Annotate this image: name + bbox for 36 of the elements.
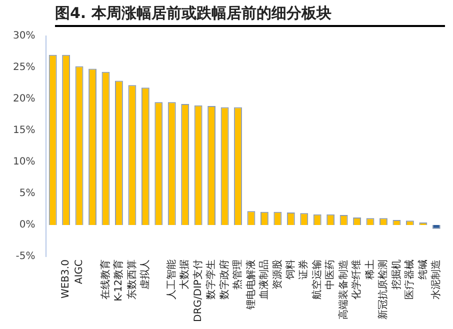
x-tick-label: 数字孪生 — [205, 260, 218, 300]
x-tick-label: 证券 — [298, 260, 310, 280]
y-tick-label: 30% — [12, 30, 36, 42]
y-tick-label: 20% — [12, 94, 36, 105]
x-tick-label: 化学纤维 — [350, 260, 363, 300]
x-tick-label: WEB3.0 — [60, 260, 72, 299]
x-tick-label: 航空运输 — [310, 260, 323, 300]
x-tick-label: 纯碱 — [416, 260, 429, 280]
x-tick-label: DRG/DIP支付 — [192, 260, 204, 322]
y-tick-label: 25% — [12, 62, 36, 74]
y-tick-label: 10% — [12, 156, 36, 168]
x-tick-label: 新冠抗原检测 — [377, 260, 390, 320]
x-tick-label: 大数据 — [178, 260, 191, 290]
x-tick-label: 中医药 — [324, 260, 336, 290]
x-tick-label: 饲料 — [284, 260, 296, 281]
x-tick-label: 热管理 — [232, 260, 244, 290]
x-tick-label: 血液制品 — [258, 260, 270, 300]
y-tick-label: -5% — [16, 251, 36, 262]
x-tick-label: 医疗器械 — [404, 260, 416, 300]
x-tick-label: AIGC — [74, 260, 85, 284]
y-tick-label: 15% — [12, 125, 36, 136]
x-tick-label: 高端装备制造 — [337, 260, 350, 320]
x-tick-label: 稀土 — [364, 260, 376, 280]
x-tick-label: 东数西算 — [126, 260, 138, 300]
x-tick-label: 挖掘机 — [390, 260, 402, 290]
x-tick-label: 锂电电解液 — [244, 260, 257, 311]
x-tick-label: 水泥制造 — [430, 260, 442, 300]
x-tick-label: 虚拟人 — [139, 260, 152, 290]
x-tick-label: 数字政府 — [218, 260, 230, 300]
y-tick-label: 5% — [19, 188, 36, 200]
x-tick-label: 在线教育 — [99, 260, 112, 300]
x-tick-label: 资源股 — [271, 260, 284, 290]
chart-title: 图4. 本周涨幅居前或跌幅居前的细分板块 — [55, 4, 445, 27]
y-tick-label: 0% — [19, 220, 36, 231]
x-tick-label: K-12教育 — [112, 260, 125, 302]
x-tick-label: 人工智能 — [165, 260, 178, 300]
